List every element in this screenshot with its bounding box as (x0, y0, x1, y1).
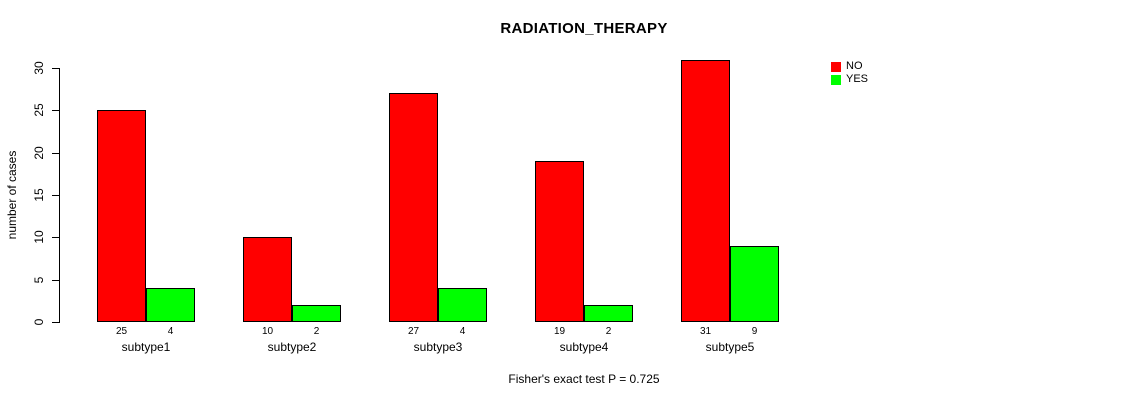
category-label-subtype1: subtype1 (121, 340, 171, 354)
legend-item-yes: YES (831, 74, 868, 85)
bar-yes-subtype5 (730, 246, 779, 322)
legend-swatch-no (831, 61, 841, 72)
bar-no-subtype1 (97, 110, 146, 322)
y-tick-mark (52, 68, 59, 69)
y-tick-label: 25 (32, 103, 46, 117)
bar-yes-subtype4 (584, 305, 633, 322)
legend-item-no: NO (831, 61, 868, 72)
bar-no-subtype3 (389, 93, 438, 322)
legend-swatch-yes (831, 74, 841, 85)
bar-yes-subtype3 (438, 288, 487, 322)
annotation-text: Fisher's exact test P = 0.725 (508, 372, 660, 386)
y-tick-mark (52, 195, 59, 196)
y-tick-mark (52, 237, 59, 238)
value-label-no-subtype3: 27 (407, 326, 420, 337)
value-label-yes-subtype2: 2 (313, 326, 320, 337)
value-label-no-subtype2: 10 (261, 326, 274, 337)
y-tick-mark (52, 153, 59, 154)
value-label-no-subtype1: 25 (115, 326, 128, 337)
y-tick-label: 15 (32, 188, 46, 202)
value-label-no-subtype5: 31 (699, 326, 712, 337)
bar-no-subtype5 (681, 60, 730, 322)
y-tick-label: 10 (32, 230, 46, 244)
category-label-subtype3: subtype3 (413, 340, 463, 354)
y-tick-label: 30 (32, 61, 46, 75)
bar-yes-subtype2 (292, 305, 341, 322)
y-axis-line (59, 68, 60, 323)
category-label-subtype2: subtype2 (267, 340, 317, 354)
y-tick-label: 5 (32, 276, 46, 284)
value-label-no-subtype4: 19 (553, 326, 566, 337)
y-tick-label: 20 (32, 146, 46, 160)
value-label-yes-subtype5: 9 (751, 326, 758, 337)
y-axis-label: number of cases (5, 150, 19, 240)
value-label-yes-subtype1: 4 (167, 326, 174, 337)
legend: NO YES (831, 61, 868, 85)
chart-title: RADIATION_THERAPY (500, 20, 668, 37)
value-label-yes-subtype3: 4 (459, 326, 466, 337)
bar-no-subtype4 (535, 161, 584, 322)
category-label-subtype4: subtype4 (559, 340, 609, 354)
y-tick-label: 0 (32, 318, 46, 326)
y-tick-mark (52, 322, 59, 323)
y-tick-mark (52, 280, 59, 281)
bar-no-subtype2 (243, 237, 292, 322)
category-label-subtype5: subtype5 (705, 340, 755, 354)
value-label-yes-subtype4: 2 (605, 326, 612, 337)
y-tick-mark (52, 110, 59, 111)
legend-label: YES (846, 73, 869, 85)
bar-yes-subtype1 (146, 288, 195, 322)
legend-label: NO (846, 60, 863, 72)
